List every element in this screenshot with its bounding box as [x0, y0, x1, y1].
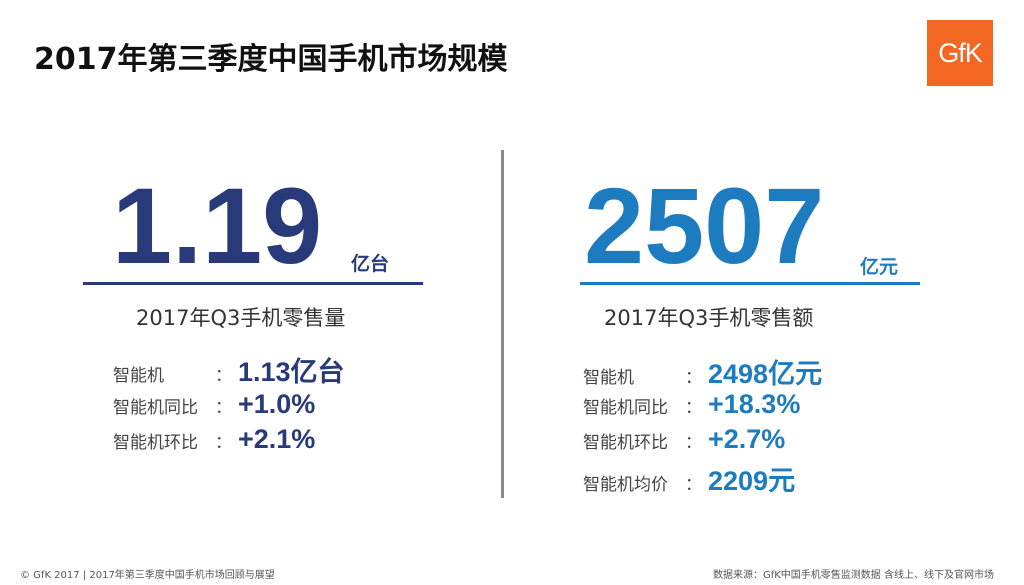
- stat-colon: ：: [685, 475, 702, 495]
- volume-subtitle: 2017年Q3手机零售量: [136, 306, 346, 330]
- stat-colon: ：: [215, 433, 232, 453]
- stat-label: 智能机: [583, 368, 634, 388]
- volume-underline: [83, 282, 423, 285]
- value-big-number: 2507: [584, 165, 825, 286]
- stat-colon: ：: [685, 433, 702, 453]
- stat-value: +2.7%: [708, 424, 786, 454]
- value-subtitle: 2017年Q3手机零售额: [604, 306, 814, 330]
- stat-label: 智能机同比: [113, 398, 198, 418]
- stat-label: 智能机同比: [583, 398, 668, 418]
- stat-colon: ：: [685, 398, 702, 418]
- volume-unit: 亿台: [351, 253, 390, 275]
- stat-colon: ：: [685, 368, 702, 388]
- stat-label: 智能机环比: [583, 433, 668, 453]
- stat-row: 智能机环比 ： +2.1%: [113, 424, 315, 455]
- center-divider: [501, 150, 504, 498]
- stat-value: +18.3%: [708, 389, 801, 419]
- stat-value: +2.1%: [238, 424, 316, 454]
- value-unit: 亿元: [860, 256, 899, 278]
- gfk-logo: GfK: [927, 20, 993, 86]
- stat-row: 智能机 ： 2498亿元: [583, 352, 822, 391]
- stat-label: 智能机: [113, 366, 164, 386]
- stat-label: 智能机环比: [113, 433, 198, 453]
- footer-source: 数据来源：GfK中国手机零售监测数据 含线上、线下及官网市场: [712, 570, 994, 581]
- page-title: 2017年第三季度中国手机市场规模: [34, 42, 508, 77]
- stat-value: 1.13亿台: [238, 357, 345, 387]
- volume-big-number: 1.19: [112, 165, 323, 286]
- value-underline: [580, 282, 920, 285]
- stat-row: 智能机环比 ： +2.7%: [583, 424, 785, 455]
- stat-value: 2209元: [708, 466, 796, 496]
- stat-colon: ：: [215, 366, 232, 386]
- stat-colon: ：: [215, 398, 232, 418]
- stat-row: 智能机均价 ： 2209元: [583, 459, 795, 498]
- stat-row: 智能机同比 ： +18.3%: [583, 389, 800, 420]
- stat-row: 智能机同比 ： +1.0%: [113, 389, 315, 420]
- stat-row: 智能机 ： 1.13亿台: [113, 350, 345, 389]
- stat-value: +1.0%: [238, 389, 316, 419]
- stat-label: 智能机均价: [583, 475, 668, 495]
- footer-copyright: © GfK 2017 | 2017年第三季度中国手机市场回顾与展望: [20, 570, 275, 581]
- stat-value: 2498亿元: [708, 359, 823, 389]
